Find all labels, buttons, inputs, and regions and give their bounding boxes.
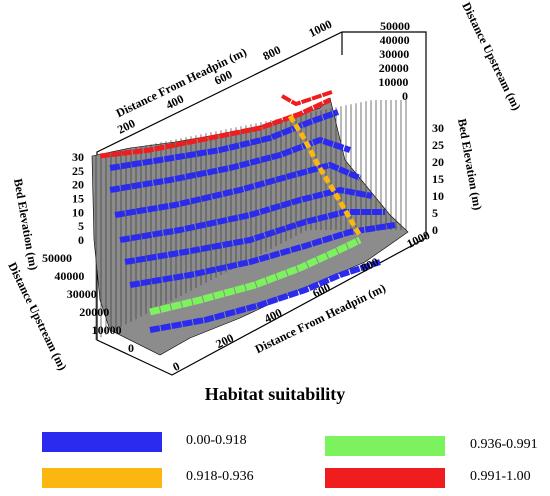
legend-label-3: 0.991-1.00 [470,469,531,484]
tick-z-right-0: 0 [432,223,438,237]
ridge-top-red [99,97,332,159]
tick-x-front-5: 1000 [404,228,432,251]
terrain-surface [91,90,409,356]
ridge-yellow-channel [287,114,363,238]
legend-swatch-3 [325,468,445,488]
ridge-4 [119,187,373,243]
ridge-1 [109,109,340,171]
tick-z-right-1: 5 [432,206,438,220]
axis-title-y-right: Distance Upstream (m) [459,0,523,113]
tick-z-right-5: 25 [432,138,444,152]
legend-swatch-1 [42,468,162,488]
tick-x-front-1: 200 [213,331,235,351]
tick-z-left-6: 30 [72,150,84,164]
ridge-7 [149,259,381,333]
tick-z-left-1: 5 [78,219,84,233]
ridge-3 [114,162,362,218]
tick-y-right-2: 20000 [379,61,409,75]
tick-y-right-3: 30000 [379,47,409,61]
tick-y-right-4: 40000 [380,33,410,47]
tick-z-right-6: 30 [432,121,444,135]
tick-y-right-1: 10000 [378,75,408,89]
legend-swatch-2 [325,436,445,456]
tick-z-left-4: 20 [72,178,84,192]
ridge-red-crest [281,90,333,106]
tick-x-front-2: 400 [262,305,284,325]
tick-z-left-2: 10 [72,205,84,219]
tick-y-left-4: 40000 [54,269,84,283]
ridge-2 [109,137,351,193]
axis-title-z-left: Bed Elevation (m) [11,177,41,271]
tick-y-left-1: 10000 [92,323,122,337]
legend-label-1: 0.918-0.936 [186,469,254,484]
tick-y-right-5: 50000 [380,19,410,33]
legend-label-2: 0.936-0.991 [470,437,538,452]
axis-box [96,31,427,376]
legend-swatch-0 [42,432,162,452]
tick-y-left-2: 20000 [79,305,109,319]
legend-title: Habitat suitability [204,384,346,404]
tick-x-back-3: 800 [261,43,283,63]
tick-z-left-5: 25 [72,164,84,178]
chart-plot: Distance From Headpin (m) Distance From … [5,0,524,376]
tick-x-back-4: 1000 [306,17,334,40]
ridge-green [149,236,362,316]
tick-z-left-0: 0 [78,233,84,247]
tick-y-right-0: 0 [402,89,408,103]
tick-z-right-4: 20 [432,155,444,169]
ridge-5 [124,209,385,265]
tick-z-right-2: 10 [432,189,444,203]
tick-z-right-3: 15 [432,172,444,186]
tick-y-left-5: 50000 [42,251,72,265]
tick-y-left-3: 30000 [67,287,97,301]
legend-label-0: 0.00-0.918 [186,433,247,448]
tick-x-front-0: 0 [170,359,182,374]
tick-y-left-0: 0 [128,341,134,355]
tick-z-left-3: 15 [72,192,84,206]
axis-title-z-right: Bed Elevation (m) [455,117,485,211]
